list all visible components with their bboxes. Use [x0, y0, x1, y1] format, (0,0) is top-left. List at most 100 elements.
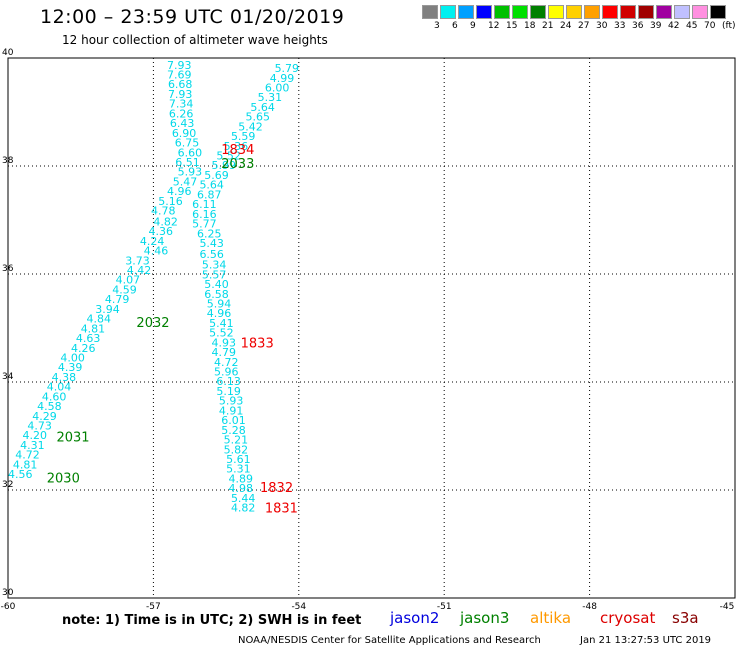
wave-height-value: 5.28 — [221, 424, 246, 437]
legend-label: 12 — [488, 21, 500, 31]
wave-height-value: 5.94 — [207, 297, 232, 310]
footer-note: note: 1) Time is in UTC; 2) SWH is in fe… — [62, 613, 362, 628]
lon-tick-label: -48 — [582, 602, 597, 612]
satellite-tracks: 7.937.696.687.937.346.266.436.906.756.60… — [8, 59, 299, 515]
wave-height-value: 4.72 — [214, 356, 239, 369]
credit-text: NOAA/NESDIS Center for Satellite Applica… — [238, 635, 541, 646]
pass-time-label: 2033 — [221, 157, 254, 172]
legend-label: 39 — [650, 21, 662, 31]
legend-swatch — [566, 5, 582, 19]
legend-label: 15 — [506, 21, 518, 31]
wave-height-value: 6.60 — [178, 146, 203, 159]
wave-height-value: 7.93 — [168, 88, 193, 101]
legend-label: 30 — [596, 21, 608, 31]
wave-height-value: 6.26 — [169, 107, 194, 120]
wave-height-value: 4.29 — [32, 410, 57, 423]
wave-height-value: 4.31 — [20, 439, 45, 452]
wave-height-value: 5.65 — [245, 111, 270, 124]
track-right: 5.794.996.005.315.645.655.425.595.365.52… — [192, 62, 299, 515]
legend-label: 33 — [614, 21, 626, 31]
wave-height-value: 5.59 — [231, 130, 256, 143]
wave-height-value: 3.73 — [125, 254, 150, 267]
wave-height-value: 5.34 — [202, 259, 227, 272]
wave-height-value: 4.46 — [144, 245, 169, 258]
satellite-jason2: jason2 — [390, 609, 440, 627]
wave-height-value: 5.52 — [216, 150, 241, 163]
pass-time-label: 1834 — [221, 143, 254, 158]
legend-label: 36 — [632, 21, 644, 31]
wave-height-value: 7.93 — [167, 59, 192, 72]
color-legend: 3 6 9 12 15 18 21 24 27 30 33 36 39 42 45 70 (ft) — [422, 5, 736, 31]
wave-height-value: 5.64 — [250, 101, 274, 114]
legend-swatch — [458, 5, 474, 19]
wave-height-value: 4.72 — [15, 449, 40, 462]
wave-height-value: 4.79 — [105, 293, 130, 306]
wave-height-value: 5.93 — [219, 395, 244, 408]
satellite-s3a: s3a — [672, 609, 699, 627]
satellite-jason3: jason3 — [460, 609, 510, 627]
wave-height-value: 5.44 — [231, 492, 256, 505]
wave-height-value: 6.56 — [199, 248, 224, 261]
legend-label: (ft) — [722, 21, 736, 31]
pass-time-label: 2031 — [56, 430, 89, 445]
pass-time-label: 1833 — [241, 336, 274, 351]
satellite-altika: altika — [530, 609, 572, 627]
legend-label: 42 — [668, 21, 680, 31]
wave-height-value: 5.43 — [199, 237, 224, 250]
wave-height-value: 4.56 — [8, 468, 33, 481]
latitude-ticks: 40 38 36 34 32 30 — [2, 48, 14, 598]
wave-height-value: 4.07 — [116, 274, 141, 287]
wave-height-value: 5.69 — [204, 169, 229, 182]
legend-swatch — [530, 5, 546, 19]
wave-height-value: 5.61 — [226, 453, 251, 466]
lat-tick-label: 40 — [2, 48, 14, 58]
wave-height-value: 6.43 — [170, 117, 195, 130]
wave-height-value: 4.39 — [58, 361, 83, 374]
map-grid — [7, 57, 736, 599]
lat-tick-label: 30 — [2, 588, 14, 598]
pass-time-label: 2030 — [47, 471, 80, 486]
wave-height-value: 6.01 — [221, 414, 246, 427]
wave-height-value: 4.81 — [81, 322, 106, 335]
wave-height-value: 4.98 — [229, 482, 254, 495]
legend-label: 9 — [470, 21, 476, 31]
lat-tick-label: 32 — [2, 480, 13, 490]
lat-tick-label: 34 — [2, 372, 14, 382]
longitude-ticks: -60 -57 -54 -51 -48 -45 — [1, 602, 735, 612]
wave-height-value: 7.34 — [169, 98, 194, 111]
legend-swatch — [494, 5, 510, 19]
lat-tick-label: 36 — [2, 264, 14, 274]
wave-height-value: 4.78 — [151, 205, 176, 218]
legend-swatch — [656, 5, 672, 19]
wave-height-value: 4.96 — [167, 185, 192, 198]
legend-label: 24 — [560, 21, 572, 31]
legend-swatch — [584, 5, 600, 19]
page-subtitle: 12 hour collection of altimeter wave hei… — [62, 33, 328, 47]
wave-height-value: 6.13 — [216, 375, 241, 388]
wave-height-value: 4.38 — [52, 371, 76, 384]
track-left: 7.937.696.687.937.346.266.436.906.756.60… — [8, 59, 202, 481]
legend-swatch — [638, 5, 654, 19]
wave-height-value: 5.31 — [258, 91, 283, 104]
wave-height-value: 4.59 — [112, 283, 137, 296]
wave-height-value: 5.96 — [214, 366, 239, 379]
wave-height-value: 4.36 — [149, 225, 174, 238]
legend-swatch — [674, 5, 690, 19]
wave-height-value: 4.42 — [127, 264, 152, 277]
wave-height-value: 5.16 — [158, 195, 183, 208]
legend-label: 21 — [542, 21, 554, 31]
legend-swatch — [692, 5, 708, 19]
wave-height-value: 6.75 — [175, 137, 200, 150]
legend-label: 6 — [452, 21, 458, 31]
legend-label: 45 — [686, 21, 698, 31]
wave-height-value: 4.04 — [47, 381, 71, 394]
wave-height-value: 5.36 — [224, 140, 249, 153]
wave-height-value: 4.63 — [76, 332, 101, 345]
wave-height-value: 5.52 — [209, 327, 234, 340]
wave-height-value: 4.20 — [23, 429, 48, 442]
wave-height-value: 4.99 — [270, 72, 295, 85]
legend-swatch — [602, 5, 618, 19]
legend-swatch — [422, 5, 438, 19]
